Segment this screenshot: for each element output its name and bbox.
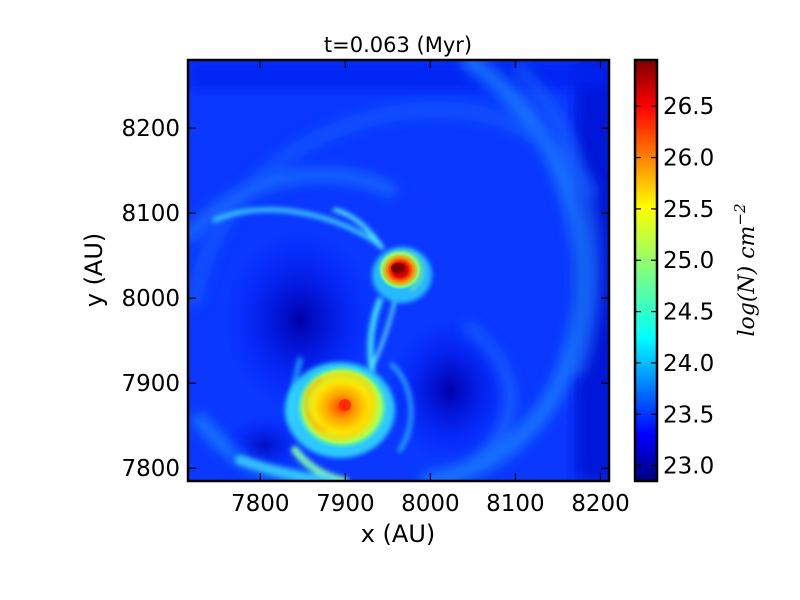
colorbar-tick-label: 24.5 — [663, 300, 714, 326]
y-tick-label: 8100 — [121, 201, 180, 227]
colorbar-label: log(N) cm−2 — [731, 203, 760, 336]
y-axis-label: y (AU) — [80, 233, 108, 308]
colorbar: 23.0 23.5 24.0 24.5 25.0 25.5 26.0 26.5 log(N) … — [633, 58, 760, 483]
x-tick-label: 7900 — [316, 491, 375, 517]
x-tick-label: 7800 — [231, 491, 290, 517]
x-tick-label: 8100 — [486, 491, 545, 517]
colorbar-tick-label: 24.0 — [663, 351, 714, 377]
chart-title: t=0.063 (Myr) — [324, 33, 472, 57]
colorbar-tick-label: 25.0 — [663, 248, 714, 274]
y-tick-label: 7800 — [121, 456, 180, 482]
density-map — [188, 60, 609, 481]
x-axis-label: x (AU) — [361, 520, 436, 548]
colorbar-tick-label: 25.5 — [663, 197, 714, 223]
x-axis: 7800 7900 8000 8100 8200 — [231, 60, 630, 517]
upper-core — [372, 247, 432, 303]
x-tick-label: 8000 — [401, 491, 460, 517]
plot-frame — [186, 58, 611, 483]
colorbar-tick-label: 26.5 — [663, 94, 714, 120]
colorbar-gradient — [635, 60, 657, 481]
y-tick-label: 8000 — [121, 286, 180, 312]
lower-core — [285, 362, 395, 458]
y-axis: 7800 7900 8000 8100 8200 — [121, 116, 609, 482]
colorbar-frame — [633, 58, 659, 483]
y-tick-label: 7900 — [121, 371, 180, 397]
colorbar-tick-label: 23.0 — [663, 454, 714, 480]
colorbar-tick-label: 26.0 — [663, 146, 714, 172]
y-tick-label: 8200 — [121, 116, 180, 142]
x-tick-label: 8200 — [571, 491, 630, 517]
colorbar-tick-label: 23.5 — [663, 402, 714, 428]
